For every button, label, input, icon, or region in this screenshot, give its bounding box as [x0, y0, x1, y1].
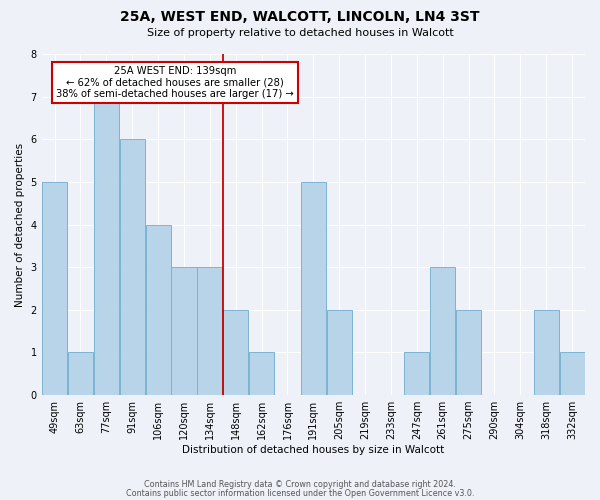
- Text: Size of property relative to detached houses in Walcott: Size of property relative to detached ho…: [146, 28, 454, 38]
- Y-axis label: Number of detached properties: Number of detached properties: [15, 142, 25, 306]
- Bar: [68, 352, 93, 395]
- Text: 25A, WEST END, WALCOTT, LINCOLN, LN4 3ST: 25A, WEST END, WALCOTT, LINCOLN, LN4 3ST: [120, 10, 480, 24]
- Bar: [533, 310, 559, 395]
- Bar: [94, 96, 119, 395]
- Bar: [456, 310, 481, 395]
- Bar: [404, 352, 430, 395]
- Bar: [560, 352, 584, 395]
- Bar: [146, 224, 170, 395]
- Bar: [119, 140, 145, 395]
- Bar: [249, 352, 274, 395]
- Bar: [172, 267, 197, 395]
- Text: Contains HM Land Registry data © Crown copyright and database right 2024.: Contains HM Land Registry data © Crown c…: [144, 480, 456, 489]
- Bar: [42, 182, 67, 395]
- Bar: [301, 182, 326, 395]
- Text: Contains public sector information licensed under the Open Government Licence v3: Contains public sector information licen…: [126, 490, 474, 498]
- Bar: [430, 267, 455, 395]
- Bar: [223, 310, 248, 395]
- Bar: [326, 310, 352, 395]
- Text: 25A WEST END: 139sqm
← 62% of detached houses are smaller (28)
38% of semi-detac: 25A WEST END: 139sqm ← 62% of detached h…: [56, 66, 293, 99]
- Bar: [197, 267, 223, 395]
- X-axis label: Distribution of detached houses by size in Walcott: Distribution of detached houses by size …: [182, 445, 445, 455]
